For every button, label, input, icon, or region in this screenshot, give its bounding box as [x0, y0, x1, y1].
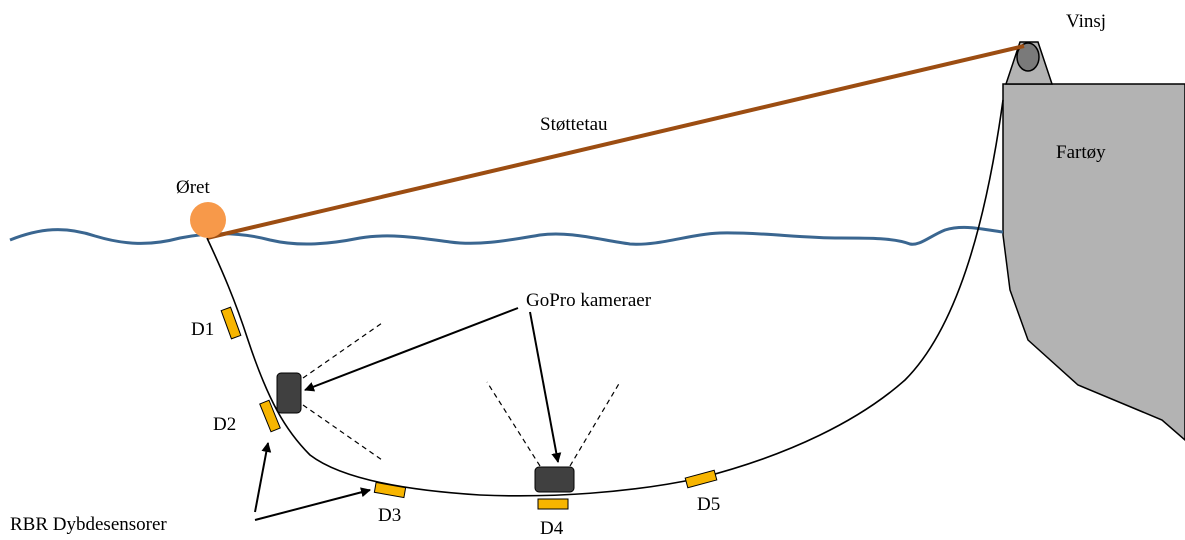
net-line [206, 99, 1004, 497]
camera-view-lines [302, 322, 621, 467]
water-surface [9, 225, 1004, 246]
vessel-hull [1002, 83, 1185, 441]
arrow-sensor-d3 [254, 487, 371, 521]
sensor-d5-label: D5 [697, 494, 720, 515]
winch [1004, 41, 1054, 85]
depth-sensors [220, 306, 718, 510]
support-rope [206, 44, 1025, 240]
sensor-d5 [684, 469, 718, 489]
sensor-d3 [373, 481, 407, 499]
buoy [190, 202, 226, 238]
sensor-d2-label: D2 [213, 414, 236, 435]
camera-side [276, 372, 302, 414]
winch-label: Vinsj [1066, 11, 1106, 32]
buoy-label: Øret [176, 177, 210, 198]
depth-sensors-label: RBR Dybdesensorer [10, 514, 167, 535]
arrow-camera-bottom [529, 311, 562, 463]
sensor-d1 [220, 306, 242, 340]
sensor-d1-label: D1 [191, 319, 214, 340]
arrows [254, 307, 562, 521]
arrow-camera-side [304, 307, 519, 392]
support-rope-label: Støttetau [540, 114, 608, 135]
camera-bottom [534, 466, 575, 493]
sensor-d2 [259, 399, 281, 433]
arrow-sensor-d2 [254, 442, 272, 513]
sensor-d4 [537, 498, 569, 510]
vessel-label: Fartøy [1056, 142, 1106, 163]
sensor-d4-label: D4 [540, 518, 564, 539]
sensor-d3-label: D3 [378, 505, 401, 526]
cameras-label: GoPro kameraer [526, 290, 652, 311]
